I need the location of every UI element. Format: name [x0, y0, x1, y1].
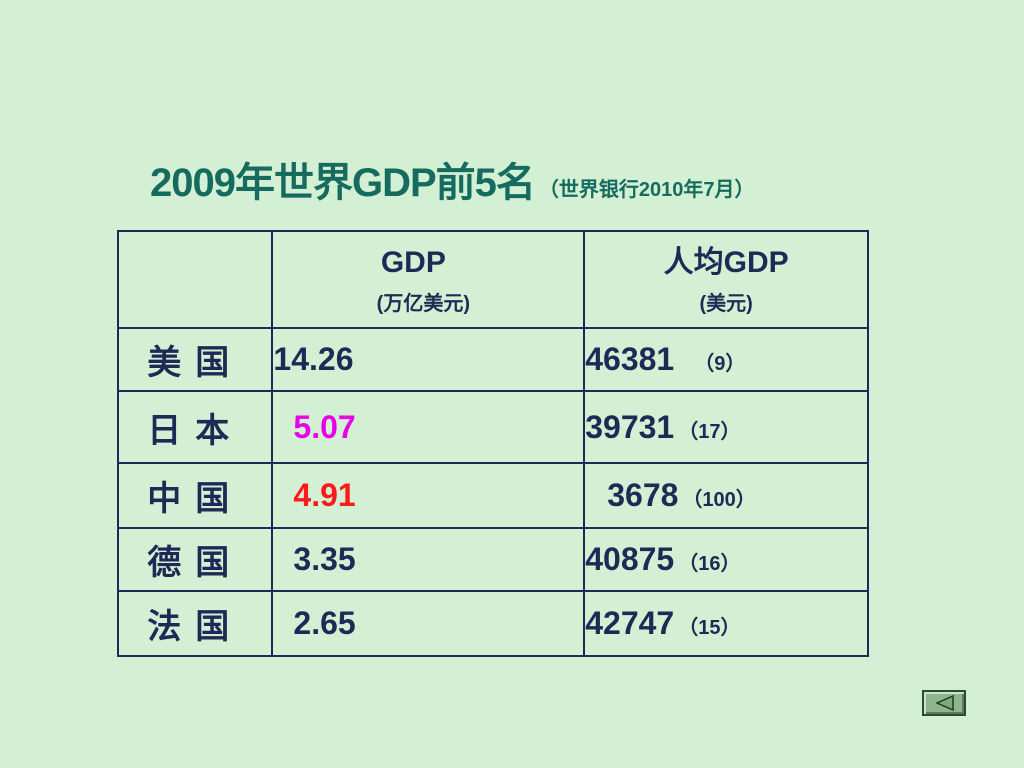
- per-capita-value: 46381: [585, 341, 675, 377]
- per-capita-cell: 42747 （15）: [583, 590, 869, 657]
- header-gdp-unit: (万亿美元): [376, 293, 470, 315]
- gdp-value: 2.65: [293, 605, 356, 641]
- country-cell: 德国: [116, 527, 274, 592]
- header-per-capita-label: 人均GDP: [663, 246, 789, 279]
- table-row: 法国 2.65 42747 （15）: [116, 590, 869, 657]
- header-country-cell: [116, 230, 274, 329]
- header-per-capita-unit: (美元): [699, 293, 753, 315]
- gdp-cell: 4.91: [271, 462, 586, 529]
- per-capita-value: 40875: [585, 541, 675, 577]
- rank-value: （15）: [678, 617, 741, 639]
- per-capita-value: 42747: [585, 605, 675, 641]
- rank-value: （100）: [682, 489, 756, 511]
- header-gdp-cell: GDP (万亿美元): [271, 230, 586, 329]
- per-capita-value: 3678: [607, 477, 679, 513]
- per-capita-cell: 39731 （17）: [583, 390, 869, 464]
- header-per-capita-cell: 人均GDP (美元): [583, 230, 869, 329]
- gdp-cell: 3.35: [271, 527, 586, 592]
- title-source: （世界银行2010年7月）: [538, 179, 755, 201]
- country-cell: 中国: [116, 462, 274, 529]
- per-capita-cell: 3678 （100）: [583, 462, 869, 529]
- triangle-left-icon: [936, 695, 954, 711]
- rank-value: （9）: [694, 353, 746, 375]
- gdp-value: 5.07: [293, 408, 356, 445]
- slide-title: 2009年世界GDP前5名 （世界银行2010年7月）: [150, 150, 755, 208]
- per-capita-cell: 46381 （9）: [583, 327, 869, 392]
- gdp-cell: 2.65: [271, 590, 586, 657]
- rank-value: （17）: [678, 420, 741, 443]
- table-row: 德国 3.35 40875 （16）: [116, 527, 869, 592]
- gdp-value: 3.35: [293, 541, 356, 577]
- gdp-cell: 14.26: [271, 327, 586, 392]
- country-cell: 日本: [116, 390, 274, 464]
- table-row: 日本 5.07 39731 （17）: [116, 390, 869, 464]
- gdp-table: GDP (万亿美元) 人均GDP (美元) 美国 14.26 46381 （9） …: [116, 230, 869, 657]
- back-button[interactable]: [922, 690, 966, 716]
- rank-value: （16）: [678, 553, 741, 575]
- gdp-value: 4.91: [293, 477, 356, 513]
- gdp-cell: 5.07: [271, 390, 586, 464]
- country-cell: 美国: [116, 327, 274, 392]
- per-capita-value: 39731: [585, 408, 675, 445]
- country-cell: 法国: [116, 590, 274, 657]
- per-capita-cell: 40875 （16）: [583, 527, 869, 592]
- header-gdp-label: GDP: [380, 246, 446, 279]
- table-row: 美国 14.26 46381 （9）: [116, 327, 869, 392]
- gdp-value: 14.26: [273, 341, 354, 377]
- table-row: 中国 4.91 3678 （100）: [116, 462, 869, 529]
- table-header-row: GDP (万亿美元) 人均GDP (美元): [116, 230, 869, 329]
- title-main: 2009年世界GDP前5名: [150, 161, 536, 205]
